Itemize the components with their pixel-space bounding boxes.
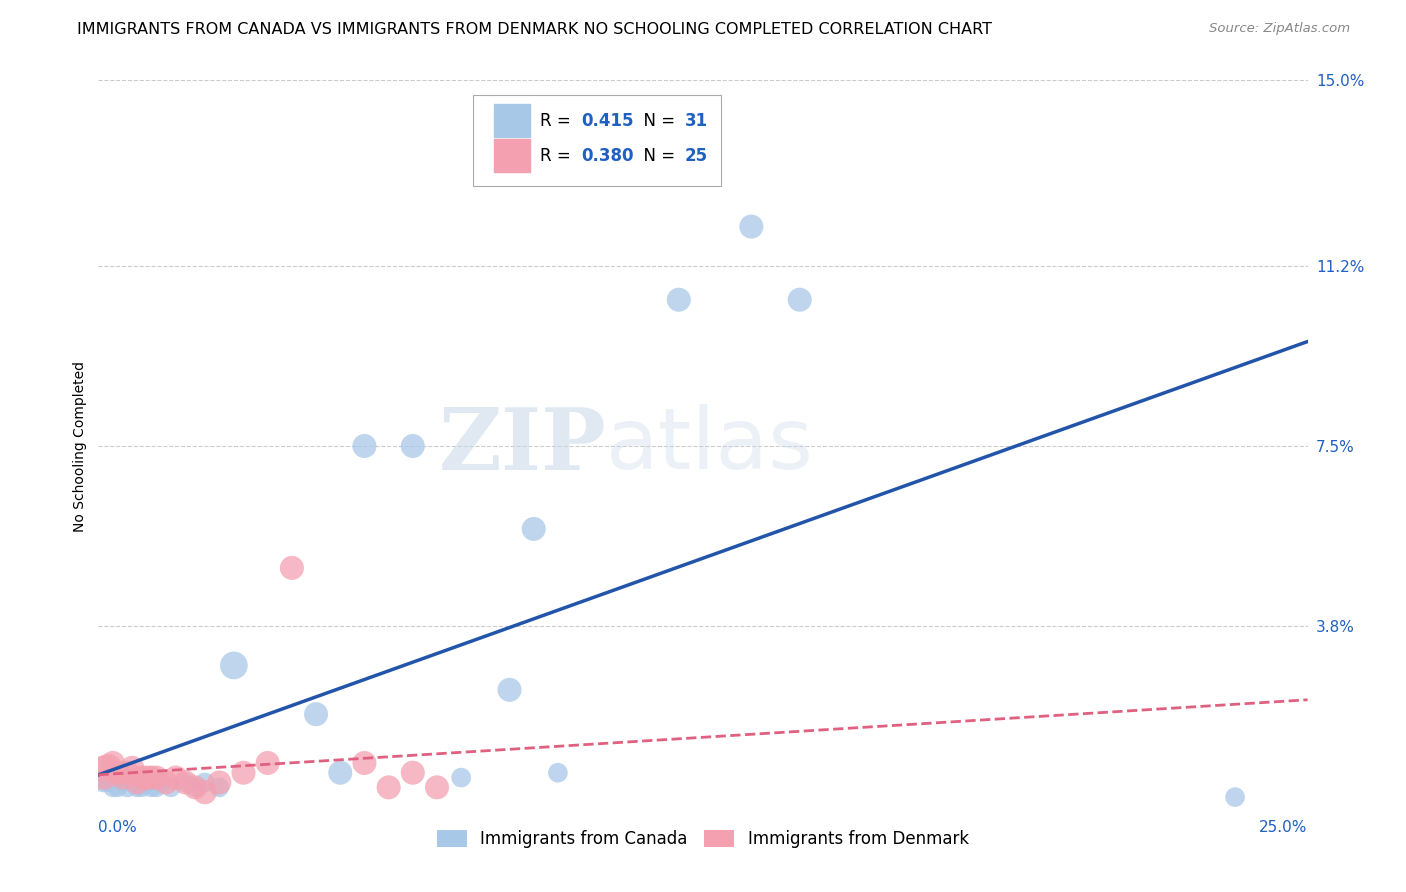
Text: ZIP: ZIP [439,404,606,488]
Text: R =: R = [540,146,576,165]
Point [145,771,167,785]
Point [97,761,120,775]
Text: N =: N = [633,146,681,165]
Point [97,775,120,789]
Point [141,780,163,795]
Bar [494,139,530,172]
Point [145,780,167,795]
Point [305,707,328,722]
Text: 31: 31 [685,112,709,129]
Text: 0.0%: 0.0% [98,821,138,836]
Point [353,439,375,453]
Point [523,522,546,536]
Point [353,756,375,770]
Point [1223,790,1246,805]
Text: Source: ZipAtlas.com: Source: ZipAtlas.com [1209,22,1350,36]
Point [91,765,114,780]
Text: 25.0%: 25.0% [1260,821,1308,836]
Point [165,771,187,785]
Point [232,765,254,780]
Point [91,775,114,789]
Point [101,756,124,770]
Text: IMMIGRANTS FROM CANADA VS IMMIGRANTS FROM DENMARK NO SCHOOLING COMPLETED CORRELA: IMMIGRANTS FROM CANADA VS IMMIGRANTS FRO… [77,22,993,37]
Point [402,439,425,453]
Point [107,765,129,780]
Point [222,658,245,673]
Text: 0.415: 0.415 [581,112,633,129]
Point [121,775,143,789]
Point [208,780,231,795]
Point [111,775,134,789]
Point [127,775,149,789]
Point [402,765,425,780]
Point [107,780,129,795]
Legend: Immigrants from Canada, Immigrants from Denmark: Immigrants from Canada, Immigrants from … [430,823,976,855]
Point [150,775,173,789]
Point [155,775,177,789]
Point [117,765,139,780]
Text: R =: R = [540,112,576,129]
Point [329,765,352,780]
Point [789,293,811,307]
Point [194,785,217,799]
Point [141,771,163,785]
Point [121,761,143,775]
Text: atlas: atlas [606,404,814,488]
Point [184,780,207,795]
Y-axis label: No Schooling Completed: No Schooling Completed [73,360,87,532]
Point [101,780,124,795]
Point [426,780,449,795]
Text: 25: 25 [685,146,709,165]
Point [127,780,149,795]
Point [131,780,153,795]
Point [135,771,157,785]
Point [377,780,399,795]
Point [668,293,690,307]
Point [184,780,207,795]
Point [194,775,217,789]
Point [208,775,231,789]
Point [111,771,134,785]
Point [174,775,197,789]
Point [547,765,569,780]
Point [256,756,278,770]
Point [281,561,304,575]
Text: 0.380: 0.380 [581,146,633,165]
Point [498,682,520,697]
Bar [494,104,530,137]
Point [740,219,762,234]
Point [131,771,153,785]
Point [117,780,139,795]
FancyBboxPatch shape [474,95,721,186]
Text: N =: N = [633,112,681,129]
Point [174,775,197,789]
Point [160,780,183,795]
Point [135,775,157,789]
Point [450,771,472,785]
